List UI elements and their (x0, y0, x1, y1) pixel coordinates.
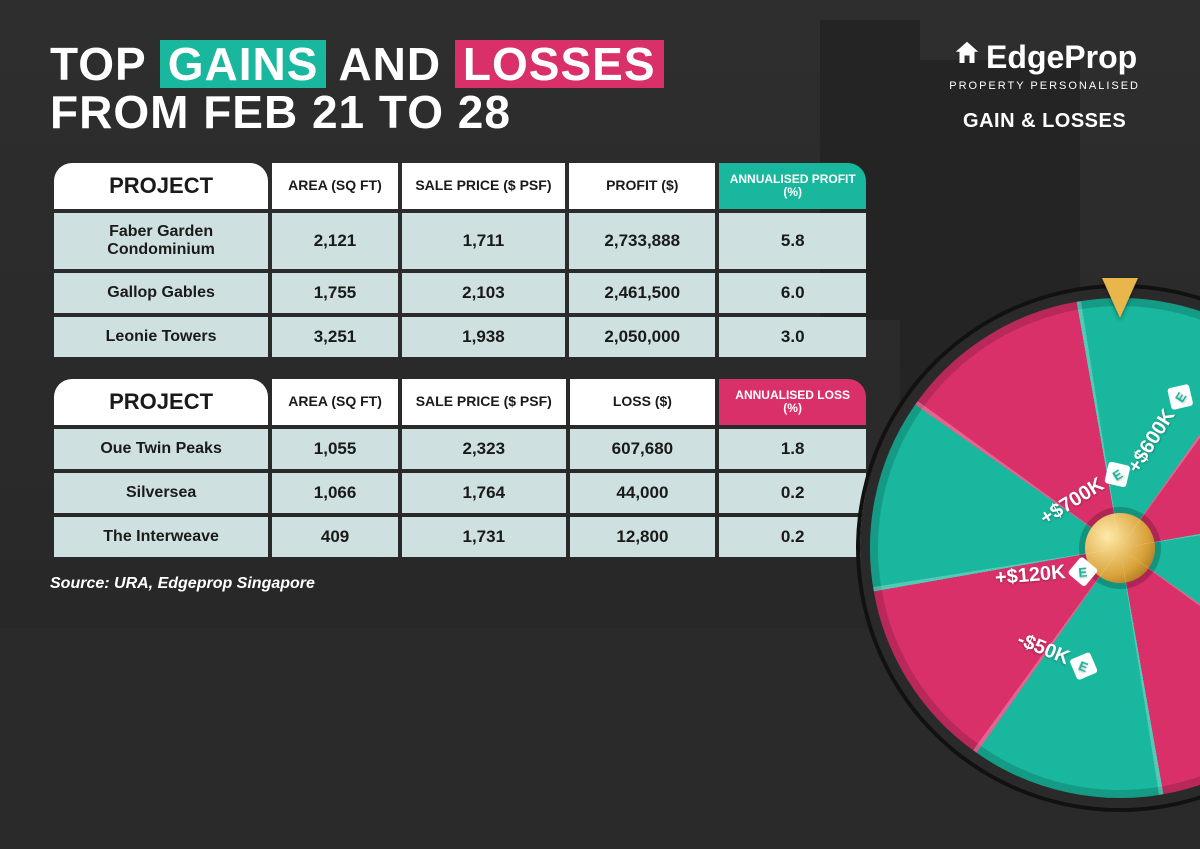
col-header-loss-pct: ANNUALISED LOSS (%) (719, 379, 866, 425)
cell-pct: 0.2 (719, 517, 866, 557)
table-row: Gallop Gables 1,755 2,103 2,461,500 6.0 (54, 273, 866, 313)
col-header-loss: LOSS ($) (570, 379, 716, 425)
cell-area: 1,055 (272, 429, 398, 469)
cell-price: 1,938 (402, 317, 565, 357)
wheel-disc (819, 247, 1200, 849)
col-header-project: PROJECT (54, 163, 268, 209)
title-gains-highlight: GAINS (160, 40, 327, 88)
brand-name: EdgeProp (986, 39, 1137, 76)
table-row: Faber Garden Condominium 2,121 1,711 2,7… (54, 213, 866, 269)
table-row: The Interweave 409 1,731 12,800 0.2 (54, 517, 866, 557)
cell-price: 1,731 (402, 517, 566, 557)
cell-project: Gallop Gables (54, 273, 268, 313)
source-attribution: Source: URA, Edgeprop Singapore (50, 575, 870, 593)
col-header-profit-pct: ANNUALISED PROFIT (%) (719, 163, 866, 209)
prize-wheel: +$600KE+$700KE+$120KE-$50KE (860, 288, 1200, 808)
cell-price: 1,764 (402, 473, 566, 513)
cell-pct: 0.2 (719, 473, 866, 513)
cell-project: Oue Twin Peaks (54, 429, 268, 469)
cell-pct: 1.8 (719, 429, 866, 469)
title-losses-highlight: LOSSES (455, 40, 664, 88)
col-header-project: PROJECT (54, 379, 268, 425)
cell-pct: 3.0 (719, 317, 866, 357)
cell-area: 1,755 (272, 273, 398, 313)
wheel-tag-icon: E (1166, 384, 1192, 410)
cell-price: 2,323 (402, 429, 566, 469)
cell-pct: 5.8 (719, 213, 866, 269)
table-row: Oue Twin Peaks 1,055 2,323 607,680 1.8 (54, 429, 866, 469)
table-row: Silversea 1,066 1,764 44,000 0.2 (54, 473, 866, 513)
cell-profit: 2,733,888 (569, 213, 715, 269)
cell-area: 1,066 (272, 473, 398, 513)
title-mid: AND (338, 38, 441, 90)
col-header-area: AREA (SQ FT) (272, 163, 398, 209)
table-row: Leonie Towers 3,251 1,938 2,050,000 3.0 (54, 317, 866, 357)
wheel-tag-icon: E (1104, 461, 1130, 487)
losses-table: PROJECT AREA (SQ FT) SALE PRICE ($ PSF) … (50, 375, 870, 561)
col-header-profit: PROFIT ($) (569, 163, 715, 209)
gains-table: PROJECT AREA (SQ FT) SALE PRICE ($ PSF) … (50, 159, 870, 361)
cell-project: The Interweave (54, 517, 268, 557)
cell-price: 1,711 (402, 213, 565, 269)
brand-section: GAIN & LOSSES (949, 110, 1140, 133)
brand-logo: EdgeProp (949, 38, 1140, 76)
cell-profit: 2,050,000 (569, 317, 715, 357)
cell-profit: 2,461,500 (569, 273, 715, 313)
brand-logo-block: EdgeProp PROPERTY PERSONALISED GAIN & LO… (949, 38, 1140, 133)
house-icon (952, 38, 982, 76)
cell-price: 2,103 (402, 273, 565, 313)
cell-pct: 6.0 (719, 273, 866, 313)
cell-project: Leonie Towers (54, 317, 268, 357)
col-header-area: AREA (SQ FT) (272, 379, 398, 425)
cell-project: Faber Garden Condominium (54, 213, 268, 269)
title-prefix: TOP (50, 38, 146, 90)
tables-container: PROJECT AREA (SQ FT) SALE PRICE ($ PSF) … (50, 159, 870, 594)
cell-project: Silversea (54, 473, 268, 513)
brand-tagline: PROPERTY PERSONALISED (949, 80, 1140, 92)
cell-loss: 607,680 (570, 429, 716, 469)
cell-loss: 44,000 (570, 473, 716, 513)
col-header-price: SALE PRICE ($ PSF) (402, 379, 566, 425)
cell-area: 3,251 (272, 317, 398, 357)
cell-area: 409 (272, 517, 398, 557)
cell-loss: 12,800 (570, 517, 716, 557)
col-header-price: SALE PRICE ($ PSF) (402, 163, 565, 209)
wheel-pointer-icon (1102, 278, 1138, 318)
cell-area: 2,121 (272, 213, 398, 269)
